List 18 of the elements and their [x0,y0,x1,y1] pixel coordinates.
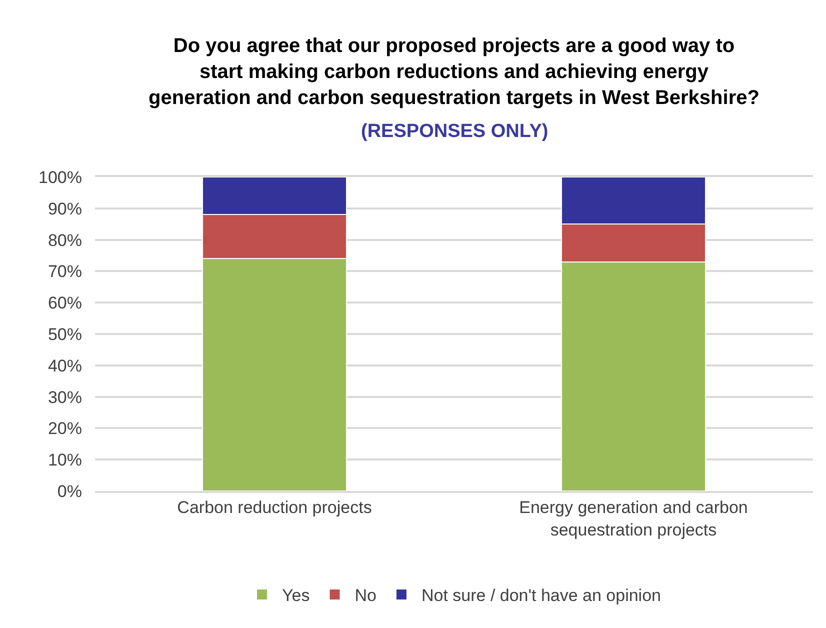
y-tick-label: 30% [48,388,82,407]
y-tick-label: 100% [38,168,82,187]
y-tick-label: 80% [48,230,82,250]
y-tick-label: 60% [48,294,82,313]
y-tick-label: 10% [48,450,82,470]
y-tick-label: 0% [57,482,82,501]
y-tick-label: 40% [48,356,82,376]
x-tick-label: Energy generation and carbon sequestration projects [519,498,748,540]
y-tick-label: 70% [48,262,82,282]
legend-label: Yes [282,586,310,606]
x-tick-label: Carbon reduction projects [177,498,372,518]
legend-label: No [354,586,376,606]
chart-title: Do you agree that our proposed projects are a good way to start making carbon reductions and achieving energy generation and carbon sequestration targets in West Berkshire? [148,35,760,109]
legend-label: Not sure / don't have an opinion [421,586,661,606]
chart-subtitle: (RESPONSES ONLY) [361,121,548,142]
y-tick-label: 90% [48,199,82,218]
y-tick-label: 20% [48,419,82,438]
y-tick-label: 50% [48,324,82,344]
